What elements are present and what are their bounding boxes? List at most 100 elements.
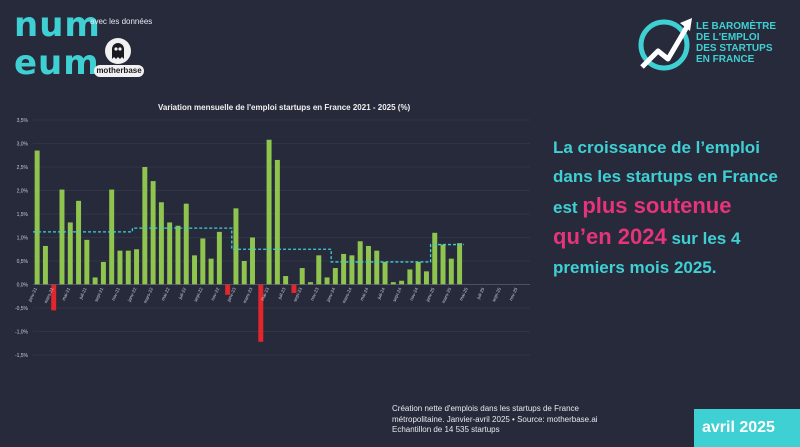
bar bbox=[192, 255, 198, 285]
bar bbox=[134, 249, 140, 285]
motherbase-label: motherbase bbox=[94, 65, 144, 77]
bar bbox=[374, 250, 380, 285]
bar bbox=[200, 238, 206, 285]
bar bbox=[390, 282, 396, 285]
bar bbox=[341, 253, 347, 285]
y-tick-label: -0,5% bbox=[15, 306, 29, 312]
bar bbox=[241, 261, 247, 285]
headline-part2: sur les 4 premiers mois 2025. bbox=[553, 229, 741, 277]
bar bbox=[415, 261, 421, 285]
bar bbox=[150, 181, 156, 285]
bar bbox=[100, 261, 106, 285]
y-tick-label: -1,0% bbox=[15, 330, 29, 336]
x-tick-label: mai-21 bbox=[61, 286, 72, 301]
x-tick-label: mars-21 bbox=[43, 286, 55, 304]
x-tick-label: juil-25 bbox=[475, 286, 485, 300]
bar bbox=[51, 284, 57, 311]
bar bbox=[42, 245, 48, 285]
bar bbox=[175, 225, 181, 285]
y-tick-label: -1,5% bbox=[15, 353, 29, 359]
bar bbox=[283, 276, 289, 285]
headline-highlight: plus soutenue qu’en 2024 bbox=[553, 193, 732, 249]
bar bbox=[440, 244, 446, 285]
x-tick-label: nov-21 bbox=[111, 286, 122, 301]
x-tick-label: mars-24 bbox=[341, 286, 353, 304]
y-tick-label: 2,5% bbox=[17, 165, 29, 171]
bar bbox=[142, 167, 148, 285]
bar bbox=[125, 250, 131, 285]
headline: La croissance de l’emploi dans les start… bbox=[553, 133, 793, 282]
x-tick-label: juil-24 bbox=[376, 286, 386, 300]
bar bbox=[407, 269, 413, 285]
bar bbox=[382, 261, 388, 285]
x-tick-label: janv-21 bbox=[27, 286, 38, 303]
x-tick-label: sept-25 bbox=[491, 286, 502, 302]
x-tick-label: nov-25 bbox=[508, 286, 519, 301]
x-tick-label: sept-24 bbox=[392, 286, 403, 302]
x-tick-label: juil-23 bbox=[277, 286, 287, 300]
bar bbox=[84, 239, 90, 285]
bar bbox=[291, 284, 297, 293]
x-tick-label: nov-24 bbox=[409, 286, 420, 301]
bar bbox=[357, 241, 363, 285]
partner-prefix: avec les données bbox=[90, 17, 153, 26]
source-footnote: Création nette d'emplois dans les startu… bbox=[392, 404, 598, 434]
bar bbox=[349, 255, 355, 285]
x-tick-label: janv-22 bbox=[126, 286, 137, 303]
x-tick-label: juil-22 bbox=[177, 286, 187, 300]
bar bbox=[92, 277, 98, 285]
bar bbox=[324, 277, 330, 285]
bar bbox=[59, 189, 65, 285]
bar bbox=[109, 189, 115, 285]
bar bbox=[457, 243, 463, 285]
bar bbox=[67, 222, 73, 285]
employment-bar-chart: 3,5% 3,0% 2,5% 2,0% 1,5% 1,0% 0,5% 0,0% -0,5% -1,… bbox=[15, 118, 530, 359]
bar bbox=[34, 150, 40, 285]
bar bbox=[365, 245, 371, 285]
bar bbox=[274, 159, 280, 285]
y-tick-label: 0,5% bbox=[17, 259, 29, 265]
x-tick-label: mai-23 bbox=[260, 286, 271, 301]
x-tick-label: nov-22 bbox=[210, 286, 221, 301]
x-tick-label: mars-25 bbox=[441, 286, 453, 304]
bar bbox=[399, 280, 405, 285]
bar bbox=[423, 271, 429, 285]
x-tick-label: sept-22 bbox=[193, 286, 204, 302]
bar bbox=[158, 202, 164, 285]
x-tick-label: sept-23 bbox=[292, 286, 303, 302]
yearly-average-line bbox=[33, 227, 464, 263]
chart-title: Variation mensuelle de l'emploi startups… bbox=[158, 103, 411, 112]
date-label: avril 2025 bbox=[702, 419, 775, 436]
y-tick-label: 3,0% bbox=[17, 142, 29, 148]
bar bbox=[258, 284, 264, 342]
headline-part1: La croissance de l’emploi dans les start… bbox=[553, 138, 778, 217]
date-badge: avril 2025 bbox=[694, 409, 800, 447]
bar bbox=[183, 203, 189, 285]
barometer-title: LE BAROMÈTRE DE L'EMPLOI DES STARTUPS EN… bbox=[696, 21, 776, 65]
motherbase-logo: motherbase bbox=[94, 38, 144, 82]
ghost-icon bbox=[105, 38, 131, 64]
x-tick-label: sept-21 bbox=[93, 286, 104, 302]
y-tick-label: 2,0% bbox=[17, 189, 29, 195]
growth-chart-icon bbox=[638, 18, 692, 71]
bar bbox=[117, 250, 123, 285]
x-tick-label: juil-21 bbox=[78, 286, 88, 300]
bar bbox=[208, 258, 214, 285]
bar bbox=[225, 284, 231, 295]
y-tick-label: 3,5% bbox=[17, 118, 29, 124]
bar bbox=[432, 232, 438, 285]
bar bbox=[76, 200, 82, 285]
bar bbox=[250, 237, 255, 285]
bar bbox=[266, 139, 272, 285]
y-tick-label: 0,0% bbox=[17, 283, 29, 289]
x-tick-label: mai-22 bbox=[160, 286, 171, 301]
numeum-logo-bottom: eum bbox=[14, 43, 100, 83]
bar bbox=[308, 282, 313, 285]
x-tick-label: janv-23 bbox=[226, 286, 237, 303]
bar bbox=[299, 268, 305, 285]
numeum-logo-top: num bbox=[14, 5, 101, 45]
y-tick-label: 1,0% bbox=[17, 236, 29, 242]
x-tick-label: janv-24 bbox=[325, 286, 336, 303]
bar bbox=[332, 268, 338, 285]
x-tick-label: mars-22 bbox=[143, 286, 155, 304]
